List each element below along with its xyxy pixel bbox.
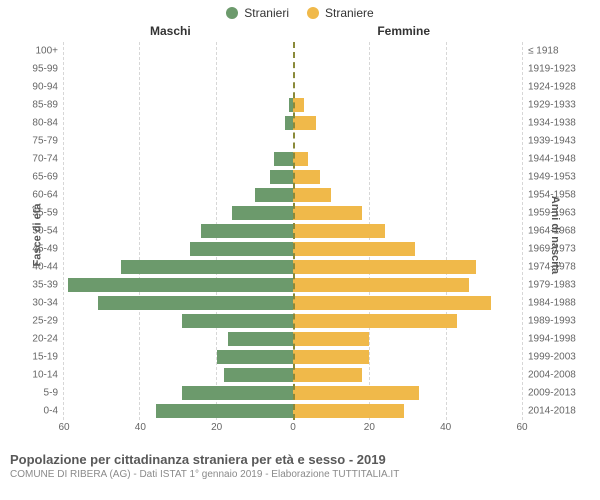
bar-female <box>293 170 320 184</box>
xtick: 40 <box>135 422 146 433</box>
bar-male <box>190 242 293 256</box>
legend: Stranieri Straniere <box>0 0 600 20</box>
plot: 0-42014-20185-92009-201310-142004-200815… <box>64 42 522 420</box>
ytick-birth: 1919-1923 <box>522 64 576 75</box>
ytick-birth: 1994-1998 <box>522 334 576 345</box>
legend-item-female: Straniere <box>307 6 374 20</box>
bar-female <box>293 206 362 220</box>
ytick-age: 60-64 <box>32 190 64 201</box>
ytick-age: 65-69 <box>32 172 64 183</box>
ytick-age: 85-89 <box>32 100 64 111</box>
bar-female <box>293 242 415 256</box>
bar-female <box>293 332 369 346</box>
bar-male <box>274 152 293 166</box>
header-female: Femmine <box>377 24 430 38</box>
ytick-age: 10-14 <box>32 370 64 381</box>
legend-label-female: Straniere <box>325 6 374 20</box>
bar-male <box>228 332 293 346</box>
ytick-age: 5-9 <box>44 388 64 399</box>
ytick-age: 70-74 <box>32 154 64 165</box>
ytick-age: 0-4 <box>44 406 64 417</box>
bar-female <box>293 368 362 382</box>
ytick-birth: 2009-2013 <box>522 388 576 399</box>
bar-male <box>232 206 293 220</box>
legend-item-male: Stranieri <box>226 6 289 20</box>
ytick-age: 25-29 <box>32 316 64 327</box>
ytick-age: 30-34 <box>32 298 64 309</box>
ytick-age: 15-19 <box>32 352 64 363</box>
bar-male <box>224 368 293 382</box>
bar-male <box>98 296 293 310</box>
legend-swatch-male <box>226 7 238 19</box>
ytick-birth: 1954-1958 <box>522 190 576 201</box>
ytick-birth: 1979-1983 <box>522 280 576 291</box>
ytick-age: 40-44 <box>32 262 64 273</box>
centerline <box>293 42 295 420</box>
ytick-birth: 1984-1988 <box>522 298 576 309</box>
footer-title: Popolazione per cittadinanza straniera p… <box>10 452 590 467</box>
bar-male <box>201 224 293 238</box>
ytick-age: 45-49 <box>32 244 64 255</box>
ytick-birth: 1939-1943 <box>522 136 576 147</box>
bar-female <box>293 116 316 130</box>
bar-male <box>121 260 293 274</box>
ytick-birth: 1924-1928 <box>522 82 576 93</box>
bar-female <box>293 350 369 364</box>
ytick-birth: 2014-2018 <box>522 406 576 417</box>
bar-female <box>293 188 331 202</box>
bar-female <box>293 296 491 310</box>
bar-female <box>293 224 385 238</box>
bar-male <box>182 386 293 400</box>
bar-male <box>255 188 293 202</box>
bar-male <box>156 404 293 418</box>
xtick: 40 <box>440 422 451 433</box>
legend-label-male: Stranieri <box>244 6 289 20</box>
xtick: 0 <box>290 422 296 433</box>
ytick-age: 80-84 <box>32 118 64 129</box>
ytick-birth: 1989-1993 <box>522 316 576 327</box>
bar-female <box>293 152 308 166</box>
ytick-birth: 1999-2003 <box>522 352 576 363</box>
ytick-birth: 1934-1938 <box>522 118 576 129</box>
ytick-birth: 1959-1963 <box>522 208 576 219</box>
bar-male <box>270 170 293 184</box>
bar-female <box>293 404 404 418</box>
ytick-age: 50-54 <box>32 226 64 237</box>
ytick-birth: 1969-1973 <box>522 244 576 255</box>
ytick-birth: 1974-1978 <box>522 262 576 273</box>
x-axis-ticks: 6040200204060 <box>64 422 522 436</box>
chart-area: Maschi Femmine Fasce di età Anni di nasc… <box>0 20 600 450</box>
footer-subtitle: COMUNE DI RIBERA (AG) - Dati ISTAT 1° ge… <box>10 469 590 480</box>
ytick-age: 55-59 <box>32 208 64 219</box>
bar-male <box>182 314 293 328</box>
xtick: 60 <box>58 422 69 433</box>
header-male: Maschi <box>150 24 191 38</box>
bar-female <box>293 260 476 274</box>
bar-female <box>293 386 419 400</box>
ytick-birth: 1929-1933 <box>522 100 576 111</box>
bar-male <box>217 350 293 364</box>
bar-female <box>293 314 457 328</box>
ytick-birth: 2004-2008 <box>522 370 576 381</box>
ytick-age: 100+ <box>35 46 64 57</box>
xtick: 60 <box>516 422 527 433</box>
ytick-birth: 1964-1968 <box>522 226 576 237</box>
ytick-birth: 1944-1948 <box>522 154 576 165</box>
ytick-age: 35-39 <box>32 280 64 291</box>
bar-male <box>285 116 293 130</box>
ytick-birth: 1949-1953 <box>522 172 576 183</box>
ytick-age: 90-94 <box>32 82 64 93</box>
legend-swatch-female <box>307 7 319 19</box>
ytick-age: 20-24 <box>32 334 64 345</box>
bar-female <box>293 278 469 292</box>
bar-male <box>68 278 293 292</box>
footer: Popolazione per cittadinanza straniera p… <box>0 450 600 480</box>
ytick-age: 95-99 <box>32 64 64 75</box>
xtick: 20 <box>364 422 375 433</box>
ytick-age: 75-79 <box>32 136 64 147</box>
xtick: 20 <box>211 422 222 433</box>
ytick-birth: ≤ 1918 <box>522 46 559 57</box>
